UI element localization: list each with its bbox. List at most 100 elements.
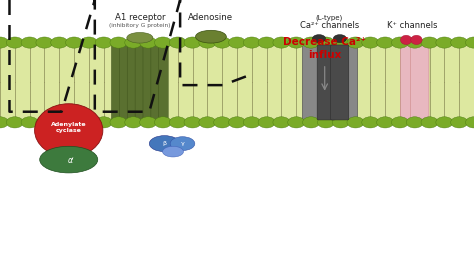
Ellipse shape — [421, 117, 438, 128]
Ellipse shape — [376, 117, 393, 128]
Ellipse shape — [0, 117, 9, 128]
Ellipse shape — [21, 117, 38, 128]
Ellipse shape — [465, 117, 474, 128]
FancyBboxPatch shape — [410, 43, 429, 122]
Bar — [0, 43, 474, 122]
Ellipse shape — [163, 146, 183, 157]
Ellipse shape — [51, 117, 68, 128]
Ellipse shape — [333, 35, 346, 43]
FancyBboxPatch shape — [143, 44, 153, 120]
FancyBboxPatch shape — [135, 44, 145, 120]
Ellipse shape — [125, 117, 142, 128]
Ellipse shape — [401, 35, 412, 44]
Ellipse shape — [302, 37, 319, 48]
Ellipse shape — [411, 35, 422, 44]
Ellipse shape — [95, 117, 112, 128]
Ellipse shape — [139, 37, 157, 48]
Ellipse shape — [436, 117, 453, 128]
Ellipse shape — [199, 37, 216, 48]
Ellipse shape — [199, 117, 216, 128]
Ellipse shape — [312, 35, 326, 43]
Ellipse shape — [36, 117, 53, 128]
Ellipse shape — [36, 37, 53, 48]
Ellipse shape — [110, 37, 127, 48]
Text: Ca²⁺ channels: Ca²⁺ channels — [300, 21, 359, 30]
Ellipse shape — [406, 37, 423, 48]
Ellipse shape — [65, 117, 82, 128]
Ellipse shape — [80, 37, 98, 48]
Ellipse shape — [376, 37, 393, 48]
Ellipse shape — [169, 117, 186, 128]
Ellipse shape — [21, 37, 38, 48]
FancyBboxPatch shape — [151, 44, 160, 120]
Ellipse shape — [243, 37, 260, 48]
Ellipse shape — [95, 37, 112, 48]
Ellipse shape — [155, 37, 172, 48]
FancyBboxPatch shape — [317, 45, 335, 120]
Ellipse shape — [273, 117, 290, 128]
Ellipse shape — [214, 117, 231, 128]
Ellipse shape — [362, 37, 379, 48]
Ellipse shape — [149, 136, 180, 152]
Text: Adenosine: Adenosine — [188, 13, 234, 22]
Ellipse shape — [65, 37, 82, 48]
Ellipse shape — [258, 37, 275, 48]
Ellipse shape — [362, 117, 379, 128]
Ellipse shape — [318, 37, 334, 48]
Ellipse shape — [451, 117, 468, 128]
Ellipse shape — [406, 117, 423, 128]
Ellipse shape — [110, 117, 127, 128]
Ellipse shape — [155, 117, 172, 128]
Ellipse shape — [80, 117, 98, 128]
Ellipse shape — [184, 117, 201, 128]
FancyBboxPatch shape — [127, 44, 137, 120]
Ellipse shape — [392, 117, 409, 128]
Ellipse shape — [332, 117, 349, 128]
Text: Decrease Ca²⁺: Decrease Ca²⁺ — [283, 36, 366, 47]
Ellipse shape — [288, 117, 305, 128]
FancyBboxPatch shape — [119, 44, 129, 120]
Ellipse shape — [228, 117, 246, 128]
Ellipse shape — [127, 32, 153, 43]
Ellipse shape — [288, 37, 305, 48]
Ellipse shape — [318, 117, 334, 128]
Ellipse shape — [35, 104, 103, 157]
Ellipse shape — [125, 37, 142, 48]
Ellipse shape — [332, 37, 349, 48]
Ellipse shape — [347, 117, 364, 128]
Ellipse shape — [51, 37, 68, 48]
Ellipse shape — [6, 117, 23, 128]
Text: K⁺ channels: K⁺ channels — [387, 21, 438, 30]
Text: (L-type): (L-type) — [316, 14, 343, 20]
Ellipse shape — [0, 37, 9, 48]
Text: influx: influx — [308, 50, 341, 60]
Text: A1 receptor: A1 receptor — [115, 13, 165, 22]
Ellipse shape — [170, 137, 195, 151]
Text: γ: γ — [181, 141, 184, 146]
Ellipse shape — [302, 117, 319, 128]
Ellipse shape — [258, 117, 275, 128]
Ellipse shape — [465, 37, 474, 48]
Ellipse shape — [195, 30, 227, 43]
Ellipse shape — [40, 146, 98, 173]
Ellipse shape — [392, 37, 409, 48]
FancyBboxPatch shape — [302, 44, 356, 121]
Ellipse shape — [6, 37, 23, 48]
FancyBboxPatch shape — [159, 44, 168, 120]
FancyBboxPatch shape — [401, 43, 419, 122]
Ellipse shape — [347, 37, 364, 48]
Ellipse shape — [169, 37, 186, 48]
Text: β: β — [163, 141, 166, 146]
Ellipse shape — [184, 37, 201, 48]
Text: (inhibitory G protein): (inhibitory G protein) — [109, 23, 171, 28]
Ellipse shape — [214, 37, 231, 48]
FancyBboxPatch shape — [331, 45, 349, 120]
FancyBboxPatch shape — [111, 44, 121, 120]
Ellipse shape — [436, 37, 453, 48]
Ellipse shape — [421, 37, 438, 48]
Ellipse shape — [228, 37, 246, 48]
Ellipse shape — [451, 37, 468, 48]
Text: Adenylate
cyclase: Adenylate cyclase — [51, 122, 87, 133]
Text: αᴵ: αᴵ — [68, 156, 74, 165]
Ellipse shape — [243, 117, 260, 128]
